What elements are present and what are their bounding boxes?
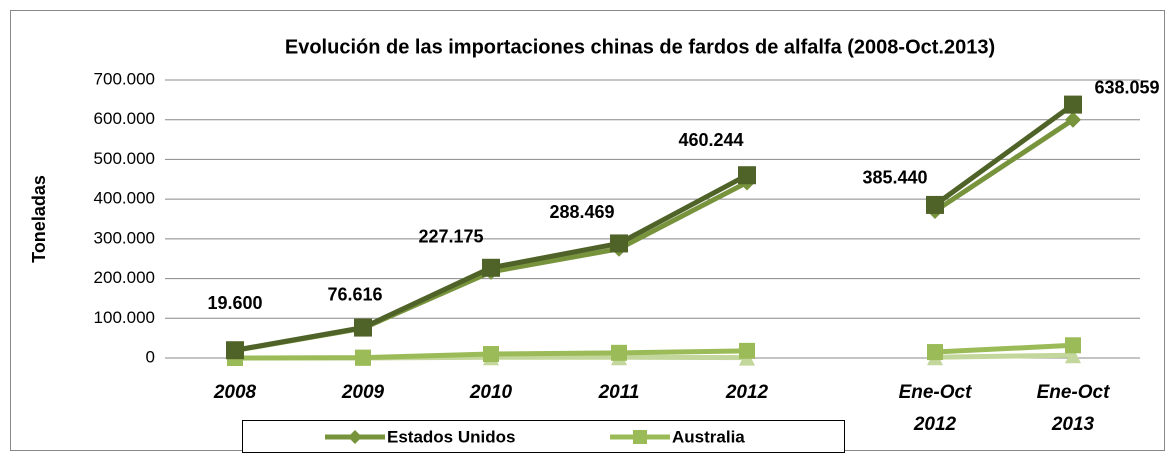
- y-tick-label: 400.000: [94, 189, 155, 208]
- marker: [354, 318, 372, 337]
- chart-title: Evolución de las importaciones chinas de…: [285, 36, 995, 58]
- data-label: 76.616: [327, 284, 382, 304]
- y-axis-label: Toneladas: [29, 175, 49, 263]
- x-tick-label: 2011: [598, 382, 640, 403]
- y-tick-label: 100.000: [94, 308, 155, 327]
- y-tick-label: 200.000: [94, 268, 155, 287]
- data-label: 385.440: [862, 168, 927, 188]
- marker: [739, 342, 755, 359]
- marker: [1065, 111, 1081, 128]
- y-tick-label: 500.000: [94, 149, 155, 168]
- marker: [738, 166, 756, 185]
- legend-label: Australia: [672, 427, 745, 446]
- legend-box: [242, 420, 845, 453]
- x-tick-label: 2012: [725, 382, 769, 403]
- marker: [610, 234, 628, 253]
- x-tick-label: 2010: [469, 382, 513, 403]
- data-label: 638.059: [1094, 77, 1159, 97]
- y-tick-label: 0: [146, 347, 155, 366]
- legend-label: Estados Unidos: [387, 427, 515, 446]
- marker: [1065, 347, 1081, 364]
- x-tick-label: 2008: [213, 382, 257, 403]
- x-tick-label: 2009: [341, 382, 385, 403]
- marker: [611, 344, 627, 361]
- marker: [482, 258, 500, 277]
- y-tick-label: 600.000: [94, 109, 155, 128]
- data-label: 288.469: [549, 202, 614, 222]
- data-label: 460.244: [678, 130, 743, 150]
- marker: [355, 349, 371, 366]
- data-label: 19.600: [207, 293, 262, 313]
- marker: [1064, 95, 1082, 114]
- marker: [927, 344, 943, 361]
- x-tick-label: Ene-Oct 2012: [898, 382, 972, 435]
- chart-border: [10, 10, 1165, 451]
- marker: [926, 195, 944, 214]
- y-tick-label: 300.000: [94, 228, 155, 247]
- marker: [483, 346, 499, 363]
- data-label: 227.175: [418, 227, 483, 247]
- marker: [226, 341, 244, 360]
- marker: [1065, 337, 1081, 354]
- x-tick-label: Ene-Oct 2013: [1036, 382, 1110, 435]
- y-tick-label: 700.000: [94, 69, 155, 88]
- marker: [348, 430, 362, 444]
- marker: [633, 430, 647, 444]
